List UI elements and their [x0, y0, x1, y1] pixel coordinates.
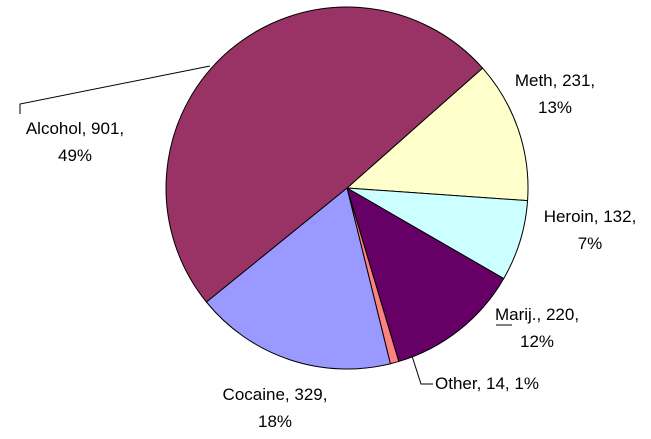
leader-line-alcohol	[19, 65, 211, 114]
data-label-heroin-line1: Heroin, 132,	[544, 207, 637, 226]
data-labels: Meth, 231, 13% Heroin, 132, 7% Marij., 220, 1…	[26, 71, 636, 431]
data-label-heroin: Heroin, 132, 7%	[544, 207, 637, 253]
data-label-cocaine-line2: 18%	[258, 412, 292, 431]
data-label-marij: Marij., 220, 12%	[495, 305, 579, 351]
data-label-other: Other, 14, 1%	[435, 374, 539, 393]
data-label-meth-line2: 13%	[538, 98, 572, 117]
data-label-cocaine-line1: Cocaine, 329,	[223, 385, 328, 404]
data-label-meth: Meth, 231, 13%	[515, 71, 595, 117]
data-label-marij-line1: Marij., 220,	[495, 305, 579, 324]
data-label-alcohol-line2: 49%	[58, 146, 92, 165]
leader-lines	[19, 65, 512, 385]
pie-slice-cocaine	[205, 187, 391, 370]
pie-slice-alcohol	[165, 6, 484, 303]
leader-line-other	[411, 355, 433, 385]
data-label-meth-line1: Meth, 231,	[515, 71, 595, 90]
pie-slices	[165, 6, 529, 370]
data-label-other-line1: Other, 14, 1%	[435, 374, 539, 393]
data-label-alcohol-line1: Alcohol, 901,	[26, 119, 124, 138]
data-label-cocaine: Cocaine, 329, 18%	[223, 385, 328, 431]
pie-slice-meth	[346, 67, 529, 202]
data-label-marij-line2: 12%	[520, 332, 554, 351]
data-label-alcohol: Alcohol, 901, 49%	[26, 119, 124, 165]
data-label-heroin-line2: 7%	[578, 234, 603, 253]
